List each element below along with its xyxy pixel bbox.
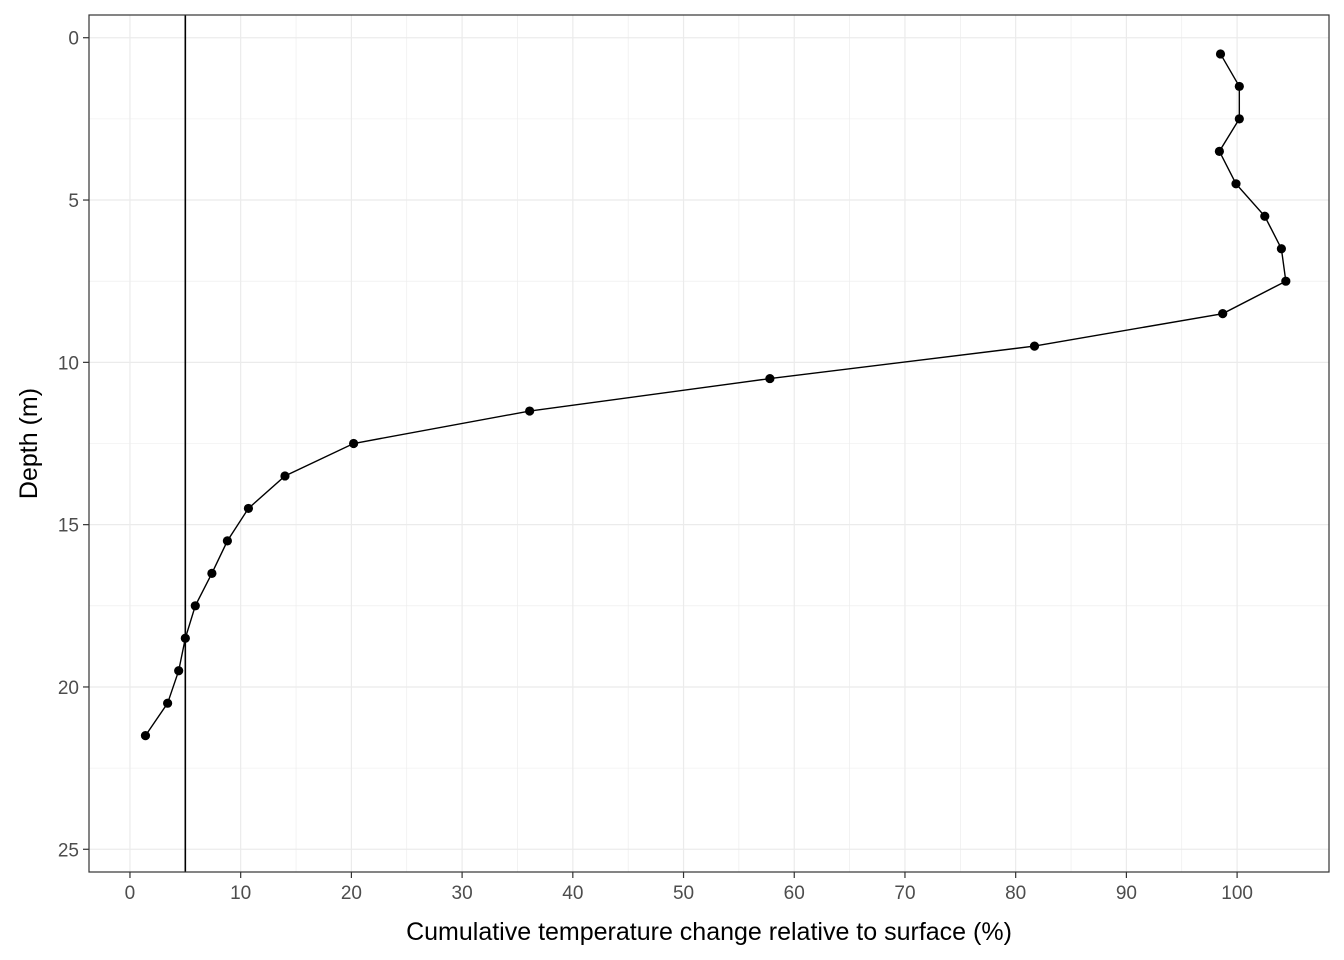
x-tick-label: 70 [894, 883, 915, 904]
minor-grid [89, 15, 1329, 872]
data-point [765, 373, 775, 384]
data-point [180, 633, 190, 643]
data-point [174, 666, 184, 676]
x-tick-label: 90 [1116, 883, 1137, 904]
data-point [349, 438, 359, 449]
data-point [190, 601, 200, 611]
y-axis: 0 5 10 15 20 25 [58, 29, 89, 861]
data-point [1281, 276, 1291, 286]
x-tick-label: 80 [1005, 883, 1026, 904]
x-tick-label: 20 [341, 883, 362, 904]
series-line [144, 53, 1287, 737]
y-axis-title: Depth (m) [15, 388, 43, 499]
x-tick-label: 40 [562, 883, 583, 904]
y-tick-label: 20 [58, 678, 79, 699]
x-axis-title: Cumulative temperature change relative t… [406, 918, 1012, 946]
data-point [140, 731, 151, 741]
series-layer [140, 49, 1291, 741]
data-point [1231, 179, 1241, 189]
data-point [163, 698, 173, 708]
data-point [1214, 146, 1224, 156]
data-point [207, 568, 217, 578]
data-point [525, 406, 535, 416]
x-tick-label: 50 [673, 883, 694, 904]
y-tick-label: 15 [58, 516, 79, 537]
data-point [1276, 244, 1286, 254]
x-tick-label: 100 [1221, 883, 1253, 904]
x-axis: 0 10 20 30 40 50 60 70 80 90 100 [125, 872, 1253, 904]
panel-border [88, 14, 1330, 873]
x-tick-label: 0 [125, 883, 136, 904]
data-point [1215, 49, 1226, 59]
major-grid [89, 15, 1329, 872]
y-tick-label: 5 [68, 191, 79, 212]
data-point [243, 503, 254, 514]
x-tick-label: 60 [784, 883, 805, 904]
data-point [280, 471, 290, 481]
data-point [222, 536, 232, 546]
data-point [1218, 309, 1228, 319]
data-point [1029, 341, 1040, 351]
data-point [1234, 114, 1244, 124]
y-tick-label: 0 [68, 29, 79, 50]
data-point [1234, 81, 1244, 92]
x-tick-label: 10 [230, 883, 251, 904]
y-tick-label: 25 [58, 840, 79, 861]
y-tick-label: 10 [58, 353, 79, 374]
data-point [1260, 211, 1270, 221]
x-tick-label: 30 [452, 883, 473, 904]
